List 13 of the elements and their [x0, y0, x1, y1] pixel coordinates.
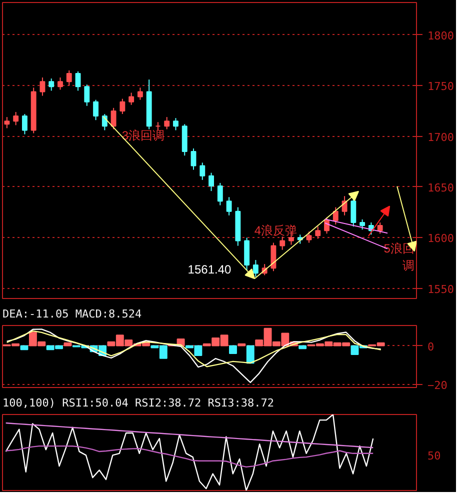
annotation: 1561.40	[188, 262, 232, 276]
y-tick-label: −20	[428, 378, 448, 392]
y-tick-label: 1800	[428, 29, 454, 42]
y-tick-label: 1600	[428, 232, 454, 246]
annotation: 4浪反弹	[254, 223, 298, 238]
y-tick-label: 1700	[428, 130, 454, 144]
chart-title: 100,100) RSI1:50.04 RSI2:38.72 RSI3:38.72	[2, 396, 274, 410]
y-tick-label: 0	[428, 340, 434, 354]
y-tick-label: 1550	[428, 282, 454, 296]
text: 50	[428, 449, 441, 462]
chart-title: DEA:-11.05 MACD:8.524	[2, 308, 142, 320]
y-tick-label: 1750	[428, 80, 454, 94]
y-tick-label: 1650	[428, 181, 454, 194]
